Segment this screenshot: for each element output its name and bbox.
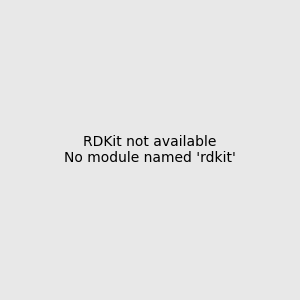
Text: RDKit not available
No module named 'rdkit': RDKit not available No module named 'rdk… [64, 135, 236, 165]
